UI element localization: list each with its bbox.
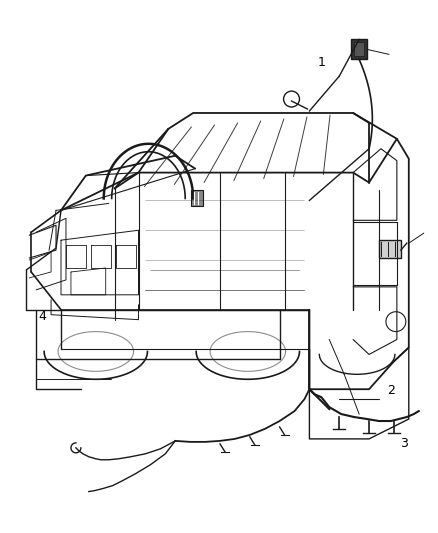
Text: 4: 4 [39, 310, 47, 324]
Bar [379, 240, 401, 258]
Bar [191, 190, 203, 206]
Text: 3: 3 [400, 438, 408, 450]
Bar [354, 43, 364, 56]
Text: 2: 2 [387, 384, 395, 398]
Text: 1: 1 [318, 56, 325, 69]
Bar [351, 39, 367, 59]
